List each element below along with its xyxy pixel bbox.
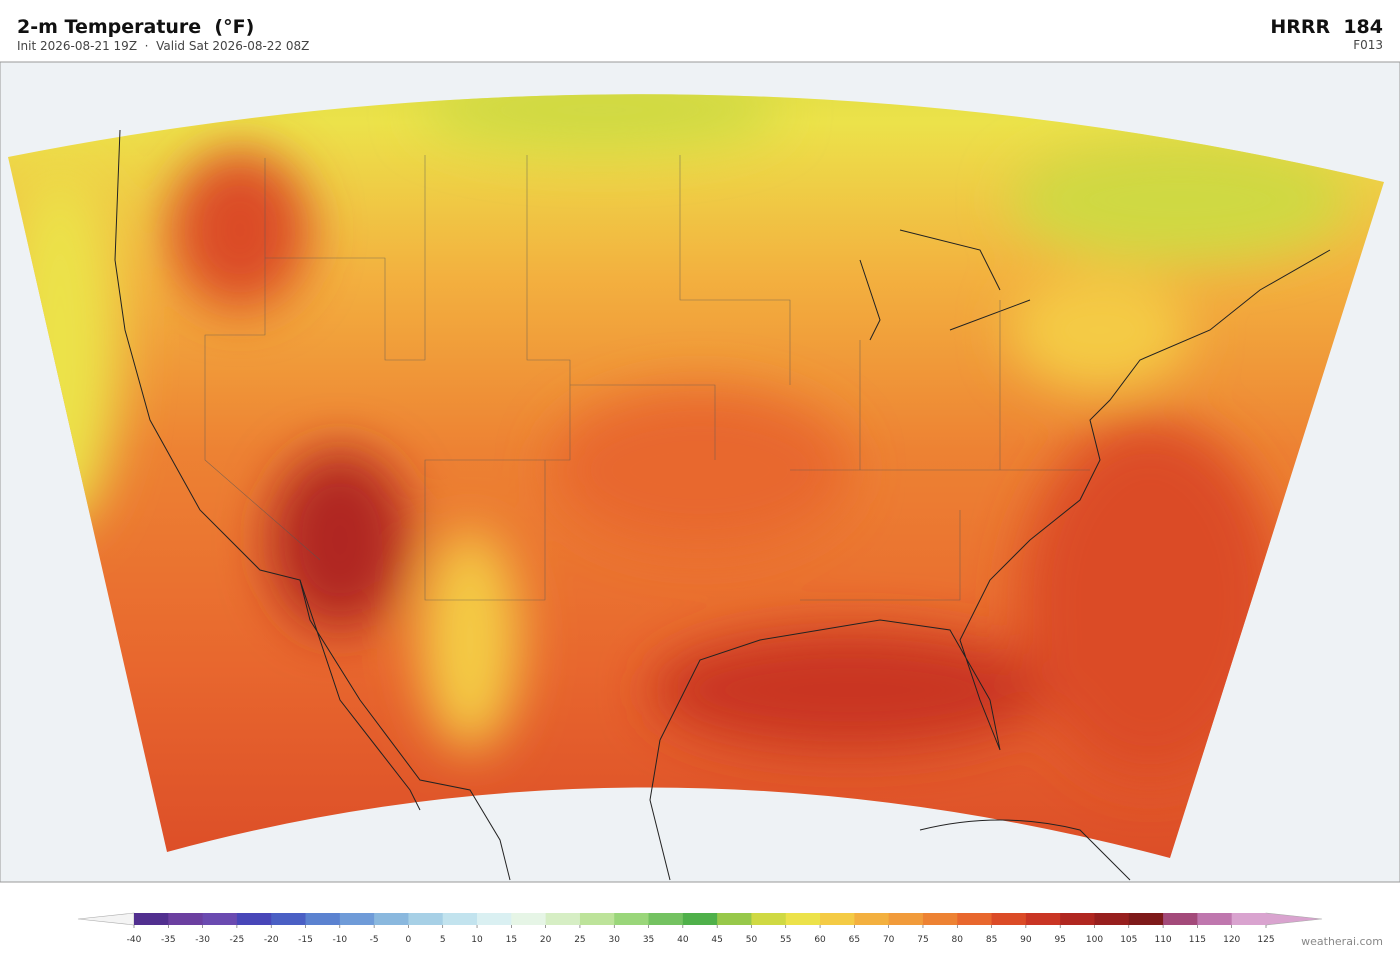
colorbar-tick-label: 25 <box>574 935 585 945</box>
colorbar-tick-label: 30 <box>609 935 621 945</box>
colorbar-tick-label: 65 <box>849 935 860 945</box>
colorbar-tick-label: 75 <box>917 935 928 945</box>
colorbar-tick-label: -15 <box>298 935 313 945</box>
colorbar-segment <box>682 913 718 925</box>
colorbar-tick-label: 125 <box>1257 935 1274 945</box>
colorbar-over <box>1265 912 1323 926</box>
subtitle: Init 2026-08-21 19Z · Valid Sat 2026-08-… <box>17 39 310 53</box>
colorbar-tick-label: 20 <box>540 935 552 945</box>
colorbar-tick-label: 50 <box>746 935 758 945</box>
colorbar-tick-label: 95 <box>1054 935 1065 945</box>
colorbar-segment <box>339 913 375 925</box>
colorbar-segment <box>991 913 1027 925</box>
state-borders <box>204 155 1090 601</box>
colorbar-tick-label: -30 <box>195 935 210 945</box>
colorbar-tick-label: 70 <box>883 935 895 945</box>
colorbar-segment <box>717 913 752 925</box>
colorbar-tick-label: 110 <box>1154 935 1171 945</box>
colorbar-segment <box>477 913 512 925</box>
colorbar-segment <box>579 913 615 925</box>
colorbar-segment <box>271 913 307 925</box>
colorbar-tick-label: 45 <box>711 935 722 945</box>
colorbar-tick-label: 115 <box>1189 935 1206 945</box>
colorbar-segment <box>614 913 650 925</box>
colorbar-segment <box>545 913 581 925</box>
credit: weatherai.com <box>1301 935 1383 948</box>
colorbar-segment <box>374 913 409 925</box>
colorbar-segment <box>408 913 444 925</box>
colorbar-tick-label: 80 <box>952 935 964 945</box>
forecast-hour: F013 <box>1353 38 1383 52</box>
colorbar-tick-label: 105 <box>1120 935 1137 945</box>
colorbar-segment <box>1128 913 1164 925</box>
colorbar-segment <box>957 913 993 925</box>
colorbar-tick-label: 0 <box>406 935 412 945</box>
title: 2-m Temperature (°F) <box>17 16 255 38</box>
colorbar-tick-label: 90 <box>1020 935 1032 945</box>
colorbar-tick-label: 120 <box>1223 935 1240 945</box>
colorbar-segment <box>1025 913 1061 925</box>
colorbar-tick-label: 10 <box>471 935 483 945</box>
colorbar-segment <box>202 913 238 925</box>
colorbar-tick-label: -40 <box>127 935 142 945</box>
colorbar-tick-label: -5 <box>370 935 379 945</box>
colorbar-segment <box>442 913 478 925</box>
colorbar-tick-label: 35 <box>643 935 654 945</box>
temperature-field <box>8 94 1384 859</box>
colorbar-tick-label: -25 <box>230 935 245 945</box>
colorbar-segment <box>888 913 924 925</box>
colorbar-segment <box>785 913 821 925</box>
colorbar-tick-label: 85 <box>986 935 997 945</box>
colorbar-tick-label: -10 <box>332 935 347 945</box>
colorbar-tick-label: 40 <box>677 935 689 945</box>
colorbar-tick-label: -35 <box>161 935 176 945</box>
colorbar-segment <box>134 913 169 925</box>
colorbar: -40 -35 -30 -25 -20 -15 -10 -5 0 5 10 15 20 25 30 35 40 4… <box>77 912 1323 945</box>
colorbar-segment <box>305 913 341 925</box>
colorbar-segment <box>511 913 547 925</box>
model-label: HRRR 184 <box>1270 16 1383 38</box>
colorbar-segment <box>854 913 890 925</box>
colorbar-segment <box>648 913 684 925</box>
colorbar-segment <box>1231 913 1267 925</box>
colorbar-segment <box>751 913 787 925</box>
colorbar-tick-label: 15 <box>506 935 517 945</box>
colorbar-segment <box>1060 913 1095 925</box>
colorbar-tick-label: 60 <box>814 935 826 945</box>
colorbar-segment <box>1197 913 1233 925</box>
colorbar-tick-label: 5 <box>440 935 446 945</box>
colorbar-segment <box>922 913 958 925</box>
colorbar-segment <box>820 913 855 925</box>
colorbar-segment <box>1163 913 1198 925</box>
colorbar-under <box>77 912 135 926</box>
colorbar-tick-label: 100 <box>1086 935 1103 945</box>
colorbar-tick-label: -20 <box>264 935 279 945</box>
colorbar-tick-label: 55 <box>780 935 791 945</box>
colorbar-segment <box>1094 913 1130 925</box>
colorbar-segment <box>168 913 204 925</box>
colorbar-segment <box>236 913 272 925</box>
coastlines <box>114 129 1331 881</box>
